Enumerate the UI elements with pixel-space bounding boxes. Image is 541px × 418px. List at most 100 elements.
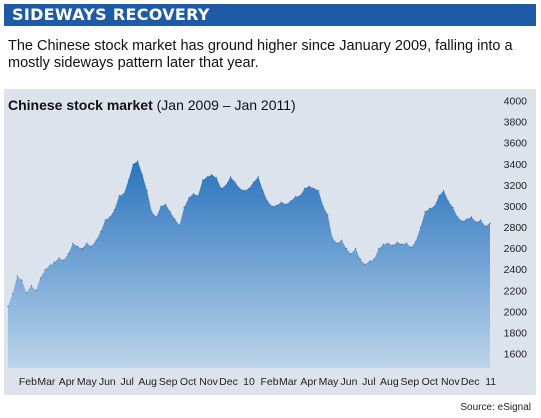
- data-point: [165, 203, 167, 205]
- data-point: [415, 240, 417, 242]
- data-point: [345, 248, 347, 250]
- data-point: [392, 244, 394, 246]
- y-tick-label: 2600: [504, 243, 528, 255]
- data-point: [220, 187, 222, 190]
- data-point: [95, 239, 97, 241]
- chart-title-main: Chinese stock market: [8, 97, 153, 113]
- data-point: [475, 221, 477, 223]
- x-tick-label: Jul: [362, 376, 375, 388]
- data-point: [151, 211, 153, 213]
- chart-title: Chinese stock market (Jan 2009 – Jan 201…: [8, 97, 296, 113]
- data-point: [484, 225, 486, 227]
- data-point: [100, 231, 102, 233]
- data-point: [253, 181, 255, 183]
- header-banner: SIDEWAYS RECOVERY: [4, 4, 536, 26]
- data-point: [341, 239, 343, 241]
- data-point: [123, 193, 125, 195]
- data-point: [86, 242, 88, 244]
- y-tick-label: 3600: [504, 138, 528, 150]
- data-point: [262, 190, 264, 192]
- x-tick-label: May: [319, 376, 340, 388]
- data-point: [7, 306, 9, 308]
- x-tick-label: Jul: [120, 376, 133, 388]
- data-point: [225, 184, 227, 186]
- data-point: [49, 264, 51, 267]
- data-point: [58, 257, 60, 259]
- x-tick-label: Aug: [138, 376, 157, 388]
- x-tick-label: Aug: [380, 376, 399, 388]
- y-tick-label: 1800: [504, 327, 528, 339]
- data-point: [109, 216, 111, 218]
- x-tick-label: Mar: [279, 376, 298, 388]
- y-tick-label: 1600: [504, 349, 528, 361]
- data-point: [368, 260, 371, 262]
- data-point: [419, 226, 422, 229]
- y-tick-label: 3800: [504, 117, 528, 129]
- data-point: [114, 209, 116, 211]
- data-point: [308, 185, 310, 187]
- data-point: [480, 219, 482, 221]
- data-point: [438, 195, 440, 197]
- data-point: [364, 263, 366, 265]
- data-point: [127, 179, 130, 181]
- data-point: [39, 277, 42, 279]
- data-point: [285, 203, 287, 205]
- data-point: [178, 224, 181, 226]
- data-point: [378, 248, 380, 250]
- data-point: [183, 206, 185, 209]
- x-tick-label: Feb: [19, 376, 37, 388]
- data-point: [304, 187, 306, 190]
- x-tick-label: 10: [243, 376, 255, 388]
- y-tick-label: 2000: [504, 306, 528, 318]
- data-point: [355, 248, 357, 250]
- y-tick-label: 4000: [504, 96, 528, 108]
- data-point: [197, 195, 199, 197]
- data-point: [336, 242, 338, 244]
- data-point: [169, 211, 171, 213]
- data-point: [174, 218, 176, 220]
- data-point: [443, 190, 445, 192]
- x-tick-label: Dec: [219, 376, 238, 388]
- x-tick-label: Nov: [199, 376, 218, 388]
- x-tick-label: May: [77, 376, 98, 388]
- x-tick-label: Jun: [341, 376, 358, 388]
- x-tick-label: Feb: [260, 376, 278, 388]
- data-point: [271, 205, 273, 207]
- data-point: [327, 214, 329, 216]
- data-point: [234, 181, 236, 183]
- y-tick-label: 3400: [504, 159, 528, 171]
- data-point: [280, 201, 282, 203]
- data-point: [239, 187, 241, 190]
- x-tick-label: Dec: [461, 376, 480, 388]
- y-tick-label: 2400: [504, 264, 528, 276]
- x-tick-label: Oct: [422, 376, 438, 388]
- x-tick-label: Mar: [37, 376, 56, 388]
- data-point: [406, 242, 408, 244]
- data-point: [266, 200, 269, 202]
- data-point: [229, 176, 232, 178]
- data-point: [44, 269, 46, 271]
- data-point: [470, 216, 473, 218]
- data-point: [21, 279, 23, 281]
- data-point: [211, 174, 213, 176]
- x-tick-label: 11: [485, 376, 496, 388]
- data-point: [489, 222, 491, 224]
- data-point: [104, 219, 106, 221]
- data-point: [146, 190, 148, 192]
- y-tick-label: 2200: [504, 285, 528, 297]
- source-note: Source: eSignal: [460, 402, 531, 413]
- data-point: [382, 243, 384, 245]
- data-point: [16, 275, 18, 277]
- data-point: [401, 243, 403, 245]
- data-point: [461, 220, 463, 222]
- page-subtitle: The Chinese stock market has ground high…: [8, 38, 513, 71]
- data-point: [433, 205, 435, 207]
- data-point: [141, 174, 143, 176]
- x-tick-label: Sep: [401, 376, 420, 388]
- data-point: [248, 187, 250, 190]
- data-point: [331, 237, 333, 239]
- data-point: [132, 163, 134, 165]
- data-point: [317, 190, 320, 192]
- data-point: [81, 248, 83, 250]
- data-point: [466, 218, 468, 220]
